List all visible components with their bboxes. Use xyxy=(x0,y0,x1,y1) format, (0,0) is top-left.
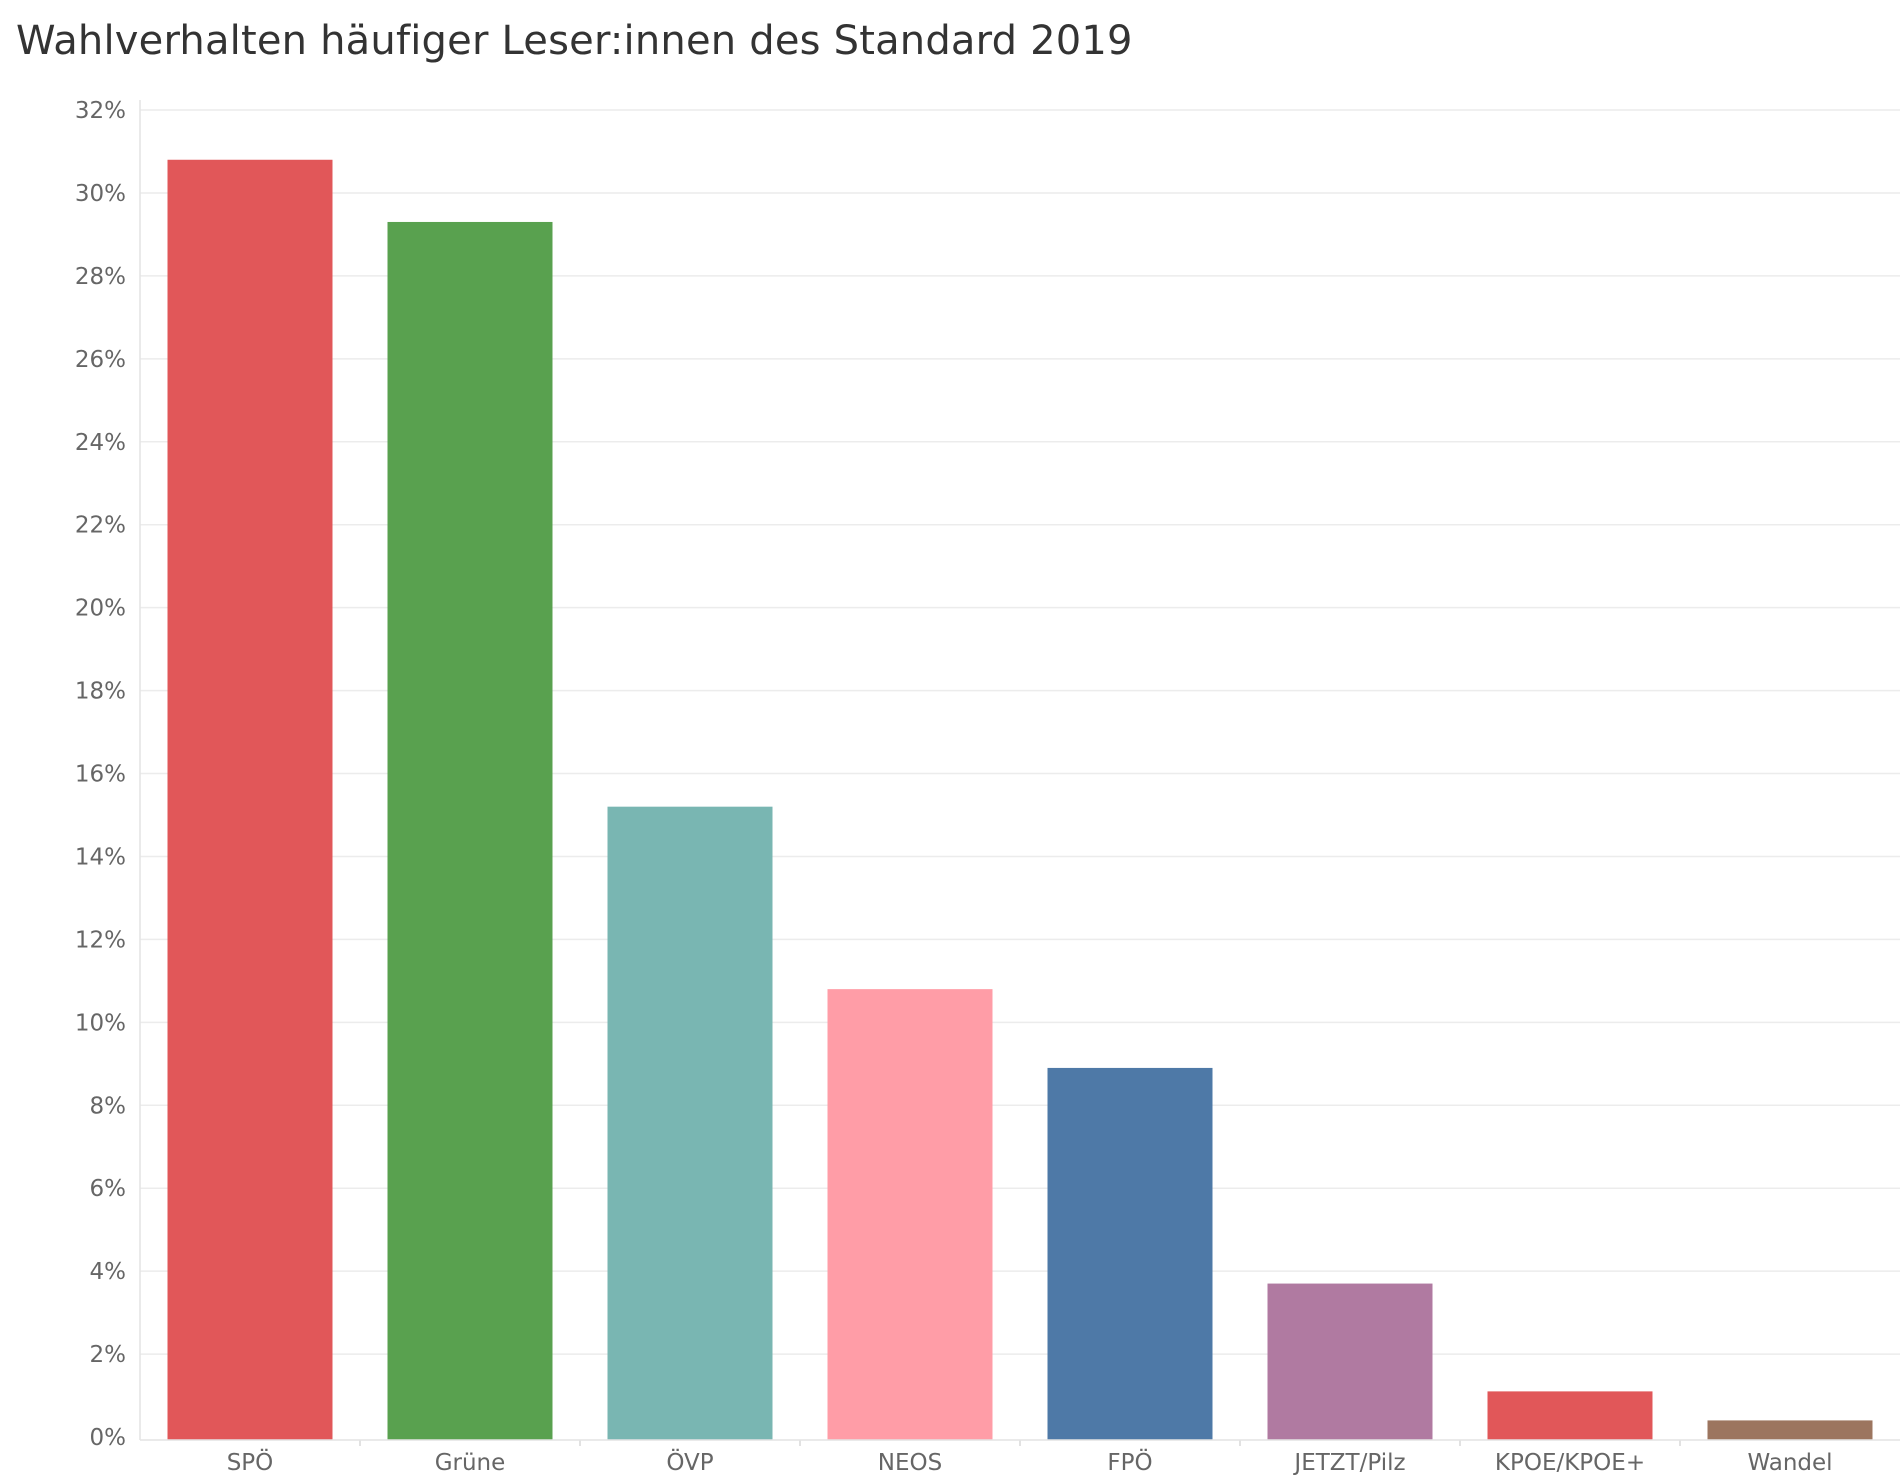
y-tick-label: 2% xyxy=(90,1342,127,1368)
bar xyxy=(1267,1283,1433,1440)
x-category-label: ÖVP xyxy=(666,1448,713,1476)
y-tick-label: 8% xyxy=(90,1093,127,1119)
bar xyxy=(1707,1420,1873,1440)
y-tick-label: 22% xyxy=(75,513,126,539)
y-tick-label: 10% xyxy=(75,1010,126,1036)
x-category-label: KPOE/KPOE+ xyxy=(1495,1450,1645,1476)
y-tick-label: 32% xyxy=(75,98,126,124)
x-category-label: Grüne xyxy=(435,1450,506,1476)
y-tick-label: 18% xyxy=(75,679,126,705)
x-category-label: FPÖ xyxy=(1107,1448,1152,1476)
bar xyxy=(387,221,553,1441)
x-category-label: Wandel xyxy=(1747,1450,1832,1476)
y-tick-label: 4% xyxy=(90,1259,127,1285)
bar xyxy=(1047,1067,1213,1440)
bar xyxy=(1487,1391,1653,1440)
bar xyxy=(827,989,993,1440)
bar xyxy=(167,159,333,1441)
bars xyxy=(167,159,1873,1441)
axes xyxy=(139,100,1900,1446)
y-tick-label: 24% xyxy=(75,430,126,456)
bar xyxy=(607,806,773,1440)
x-category-label: NEOS xyxy=(878,1450,942,1476)
y-tick-label: 6% xyxy=(90,1176,127,1202)
y-tick-label: 0% xyxy=(90,1425,127,1451)
x-category-label: JETZT/Pilz xyxy=(1292,1450,1405,1476)
y-tick-label: 26% xyxy=(75,347,126,373)
y-tick-label: 20% xyxy=(75,596,126,622)
y-tick-label: 28% xyxy=(75,264,126,290)
labels: 0% 2% 4% 6% 8% 10% 12% 14% 16% 18% 20% 22% 24% 26% 28%… xyxy=(75,98,1833,1476)
y-tick-label: 12% xyxy=(75,927,126,953)
y-tick-label: 30% xyxy=(75,181,126,207)
y-tick-label: 16% xyxy=(75,762,126,788)
y-tick-label: 14% xyxy=(75,844,126,870)
x-category-label: SPÖ xyxy=(227,1448,274,1476)
chart-title: Wahlverhalten häufiger Leser:innen des S… xyxy=(16,18,1133,64)
